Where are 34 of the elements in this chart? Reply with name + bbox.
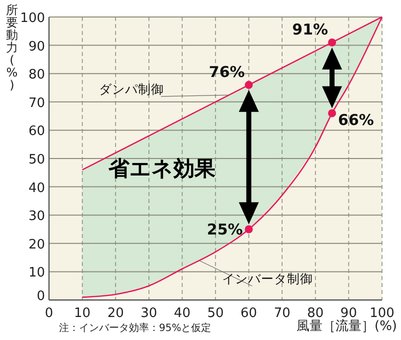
y-tick-label: 90 [28, 39, 45, 54]
y-tick-label: 60 [28, 124, 45, 140]
point [244, 80, 253, 89]
data-label: 66% [338, 111, 374, 130]
text: 注：インバータ効率：95%と仮定 [59, 322, 212, 334]
x-tick-label: 40 [174, 306, 190, 321]
y-tick-label: 30 [28, 209, 45, 224]
y-tick-label: 0 [36, 289, 45, 304]
y-tick-label: 80 [28, 68, 45, 83]
point [244, 225, 253, 234]
y-tick-label: 50 [28, 152, 45, 168]
x-tick-label: 10 [74, 306, 91, 321]
data-label: 25% [206, 220, 243, 238]
x-tick-label: 80 [307, 306, 324, 321]
x-tick-label: 50 [207, 306, 224, 321]
x-tick-label: 20 [107, 306, 124, 321]
x-tick-label: 30 [140, 306, 158, 321]
y-tick-label: 100 [20, 11, 45, 26]
annotation: 省エネ効果 [108, 156, 216, 180]
x-tick-label: 100 [370, 306, 394, 321]
data-label: 91% [292, 20, 328, 38]
y-axis-title: 所要動力(%) [6, 3, 18, 92]
series-label: インバータ制御 [222, 271, 314, 286]
text: ダンパ制御 [98, 81, 164, 96]
point [328, 109, 336, 118]
y-tick-label: 10 [28, 266, 45, 281]
y-tick-label: 70 [28, 96, 45, 111]
x-tick-label: 60 [240, 306, 258, 321]
y-tick-label: 40 [28, 180, 45, 196]
x-tick-label: 70 [274, 306, 290, 321]
data-label: 76% [208, 62, 245, 81]
y-tick-label: 20 [28, 237, 45, 252]
x-axis-title: 風量［流量］(%) [296, 318, 397, 334]
point [328, 38, 336, 46]
